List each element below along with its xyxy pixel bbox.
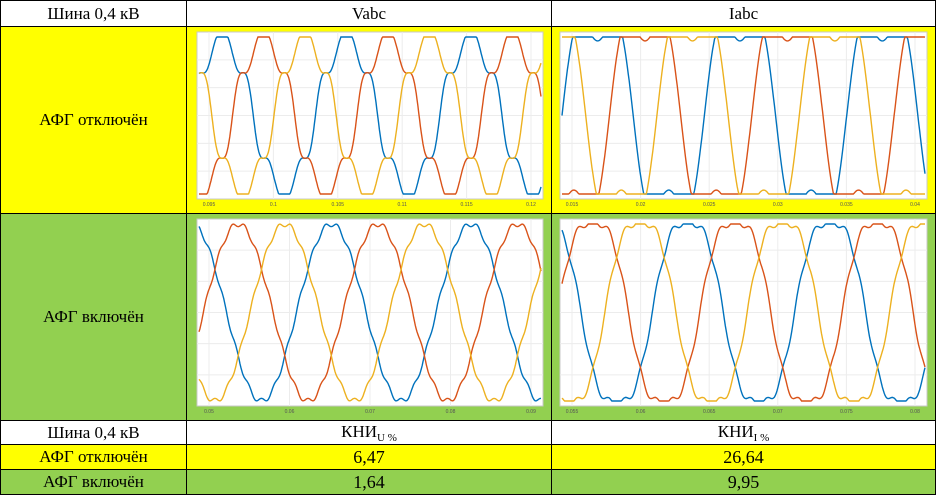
bottom-off-label-cell: АФГ отключён <box>0 445 187 470</box>
on-kni-i-value: 9,95 <box>727 471 760 492</box>
x-tick-label: 0.025 <box>703 202 716 208</box>
v-on-plot-cell: 0.05 0.06 0.07 0.08 0.09 <box>187 214 552 421</box>
x-tick-label: 0.07 <box>773 409 783 415</box>
phase-c-trace <box>198 223 542 402</box>
kni-i-header: КНИI % <box>717 421 770 444</box>
x-tick-label: 0.115 <box>461 202 473 208</box>
phase-b-trace <box>198 223 542 402</box>
row-on-label: АФГ включён <box>43 307 144 326</box>
bottom-on-label-cell: АФГ включён <box>0 470 187 495</box>
row-on-label-cell: АФГ включён <box>0 214 187 421</box>
bottom-on-label: АФГ включён <box>43 472 144 491</box>
x-tick-label: 0.08 <box>446 409 456 415</box>
x-tick-label: 0.075 <box>840 409 853 415</box>
phase-c-trace <box>562 36 925 195</box>
off-kni-u-value: 6,47 <box>353 446 385 467</box>
on-kni-u-cell: 1,64 <box>187 470 552 495</box>
phase-a-trace <box>198 223 541 402</box>
phase-b-trace <box>199 36 542 195</box>
current-on-plot: 0.055 0.06 0.065 0.07 0.075 0.08 <box>559 218 928 415</box>
i-off-plot-cell: 0.015 0.02 0.025 0.03 0.035 0.04 <box>552 27 936 214</box>
header-iabc-label: Iabc <box>728 3 759 23</box>
x-tick-label: 0.06 <box>285 409 295 415</box>
x-tick-label: 0.015 <box>566 202 579 208</box>
header-bus-label: Шина 0,4 кВ <box>47 3 140 23</box>
x-tick-label: 0.1 <box>270 202 277 208</box>
off-kni-u-cell: 6,47 <box>187 445 552 470</box>
x-tick-label: 0.035 <box>840 202 853 208</box>
kni-u-header: КНИU % <box>341 421 397 444</box>
x-tick-label: 0.02 <box>636 202 646 208</box>
phase-b-trace <box>561 223 926 402</box>
phase-a-trace <box>561 223 926 402</box>
off-kni-i-cell: 26,64 <box>552 445 936 470</box>
phase-c-trace <box>561 223 925 402</box>
i-on-plot-cell: 0.055 0.06 0.065 0.07 0.075 0.08 <box>552 214 936 421</box>
x-tick-label: 0.04 <box>910 202 920 208</box>
voltage-on-plot: 0.05 0.06 0.07 0.08 0.09 <box>196 218 544 415</box>
header-bus-cell: Шина 0,4 кВ <box>0 0 187 27</box>
x-tick-label: 0.11 <box>398 202 408 208</box>
x-tick-label: 0.105 <box>332 202 345 208</box>
header-vabc-cell: Vabc <box>187 0 552 27</box>
kni-i-header-cell: КНИI % <box>552 421 936 445</box>
x-tick-label: 0.05 <box>204 409 214 415</box>
row-off-label-cell: АФГ отключён <box>0 27 187 214</box>
x-tick-label: 0.08 <box>910 409 920 415</box>
header-vabc-label: Vabc <box>352 3 386 23</box>
current-off-plot: 0.015 0.02 0.025 0.03 0.035 0.04 <box>559 31 928 208</box>
kni-u-header-cell: КНИU % <box>187 421 552 445</box>
bottom-bus-cell: Шина 0,4 кВ <box>0 421 187 445</box>
x-tick-label: 0.095 <box>203 202 216 208</box>
phase-a-trace <box>198 36 542 195</box>
x-tick-label: 0.06 <box>636 409 646 415</box>
off-kni-i-value: 26,64 <box>723 446 764 467</box>
x-tick-label: 0.07 <box>365 409 375 415</box>
bottom-bus-label: Шина 0,4 кВ <box>47 422 140 442</box>
x-tick-label: 0.055 <box>566 409 579 415</box>
phase-b-trace <box>562 36 926 195</box>
x-tick-label: 0.09 <box>526 409 536 415</box>
on-kni-u-value: 1,64 <box>353 471 385 492</box>
x-tick-label: 0.03 <box>773 202 783 208</box>
v-off-plot-cell: 0.095 0.1 0.105 0.11 0.115 0.12 <box>187 27 552 214</box>
x-tick-label: 0.12 <box>526 202 536 208</box>
x-tick-label: 0.065 <box>703 409 716 415</box>
header-iabc-cell: Iabc <box>552 0 936 27</box>
phase-c-trace <box>199 36 542 195</box>
row-off-label: АФГ отключён <box>39 110 148 129</box>
bottom-off-label: АФГ отключён <box>39 447 148 466</box>
voltage-off-plot: 0.095 0.1 0.105 0.11 0.115 0.12 <box>196 31 544 208</box>
on-kni-i-cell: 9,95 <box>552 470 936 495</box>
